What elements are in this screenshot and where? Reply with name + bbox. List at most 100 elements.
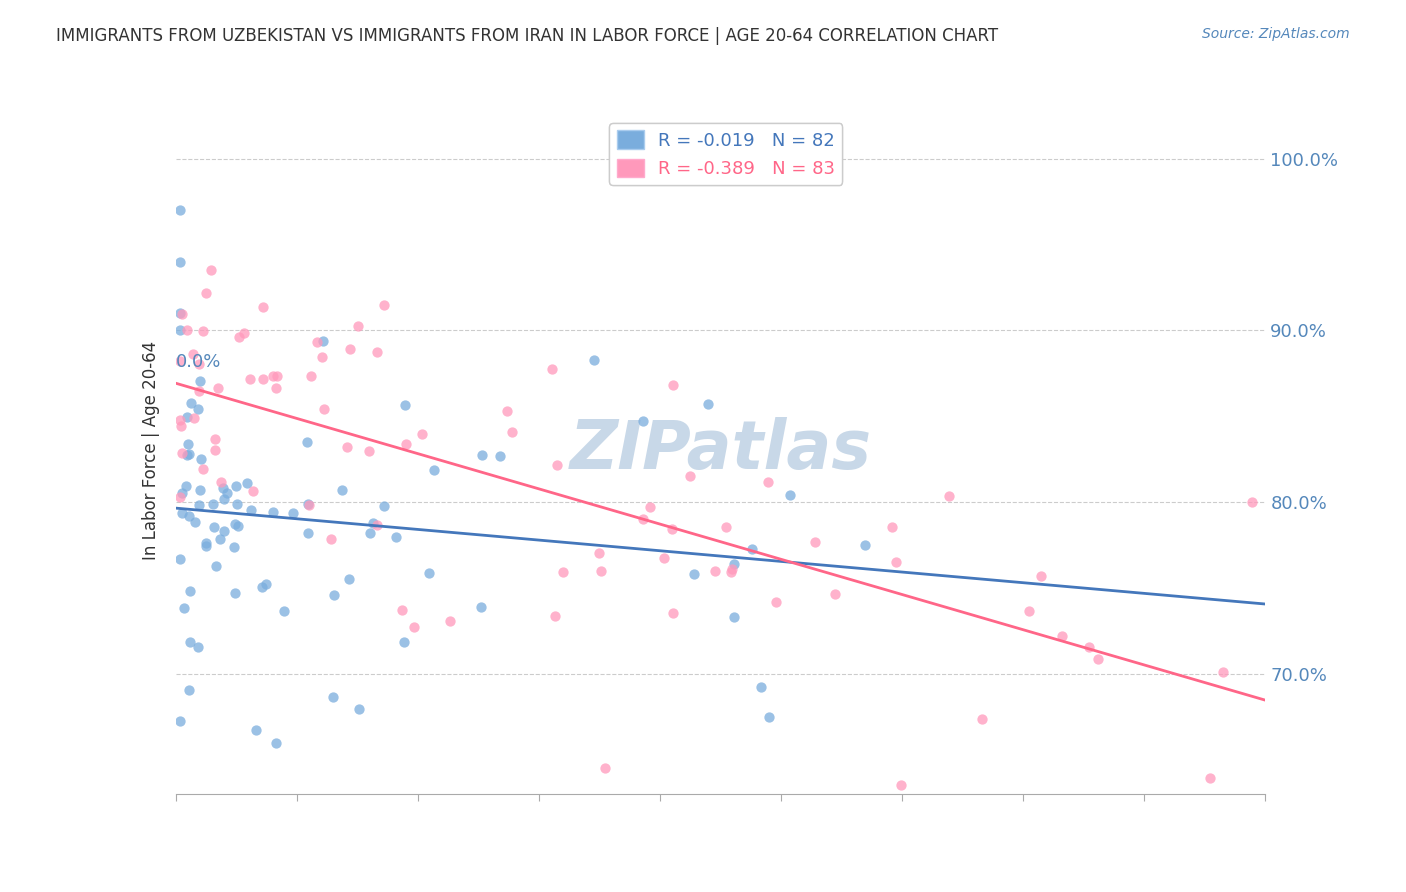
Point (169, 353, 191, 368)
Point (266, 735, 288, 749)
Point (187, 640, 209, 654)
Point (322, 588, 344, 602)
Point (193, 324, 215, 338)
Point (212, 481, 235, 495)
Point (765, 595, 787, 609)
Point (188, 483, 211, 498)
Point (187, 384, 209, 398)
Point (179, 634, 201, 648)
Point (172, 485, 194, 500)
Point (177, 447, 200, 461)
Point (391, 602, 413, 616)
Point (804, 535, 827, 549)
Point (880, 520, 903, 534)
Point (170, 445, 193, 459)
Point (633, 414, 655, 428)
Point (176, 410, 198, 425)
Point (169, 551, 191, 566)
Point (551, 566, 574, 580)
Point (385, 531, 408, 545)
Text: ZIPatlas: ZIPatlas (569, 417, 872, 483)
Point (749, 680, 772, 694)
Point (179, 583, 201, 598)
Point (298, 498, 321, 512)
Point (853, 538, 876, 552)
Point (638, 500, 661, 514)
Point (970, 712, 993, 726)
Point (180, 396, 202, 410)
Point (201, 497, 224, 511)
Text: 0.0%: 0.0% (176, 352, 221, 371)
Point (169, 714, 191, 728)
Point (245, 723, 267, 737)
Point (588, 546, 610, 560)
Point (346, 319, 368, 334)
Point (332, 483, 354, 497)
Point (662, 378, 685, 392)
Point (169, 202, 191, 217)
Point (173, 600, 195, 615)
Point (176, 448, 198, 462)
Point (1077, 640, 1099, 654)
Point (654, 550, 676, 565)
Point (169, 254, 191, 268)
Point (704, 564, 727, 578)
Point (312, 334, 335, 349)
Point (217, 486, 239, 500)
Point (242, 483, 264, 498)
Point (312, 401, 335, 416)
Point (207, 381, 229, 395)
Point (214, 524, 236, 538)
Point (758, 710, 780, 724)
Point (262, 505, 284, 519)
Point (540, 362, 562, 376)
Point (404, 620, 426, 634)
Point (373, 298, 395, 312)
Point (758, 475, 780, 490)
Y-axis label: In Labor Force | Age 20-64: In Labor Force | Age 20-64 (142, 341, 160, 560)
Point (489, 449, 512, 463)
Point (501, 425, 523, 439)
Point (824, 587, 846, 601)
Point (411, 427, 433, 442)
Point (204, 432, 226, 446)
Point (886, 555, 908, 569)
Point (225, 479, 247, 493)
Point (200, 263, 222, 277)
Point (177, 683, 200, 698)
Point (240, 503, 263, 517)
Point (357, 443, 380, 458)
Text: IMMIGRANTS FROM UZBEKISTAN VS IMMIGRANTS FROM IRAN IN LABOR FORCE | AGE 20-64 CO: IMMIGRANTS FROM UZBEKISTAN VS IMMIGRANTS… (56, 27, 998, 45)
Point (181, 347, 204, 361)
Point (252, 372, 274, 386)
Point (938, 489, 960, 503)
Point (204, 442, 226, 457)
Point (297, 434, 319, 449)
Point (546, 458, 568, 472)
Point (392, 635, 415, 649)
Point (170, 506, 193, 520)
Point (741, 542, 763, 557)
Point (169, 323, 191, 337)
Point (297, 497, 319, 511)
Point (184, 515, 207, 529)
Point (366, 518, 388, 533)
Point (544, 609, 567, 624)
Point (890, 778, 912, 792)
Point (373, 499, 395, 513)
Point (1018, 604, 1040, 618)
Point (236, 475, 259, 490)
Point (322, 690, 344, 704)
Point (170, 419, 193, 434)
Point (188, 374, 211, 388)
Point (169, 491, 191, 505)
Point (195, 536, 218, 550)
Point (172, 307, 194, 321)
Point (177, 437, 200, 451)
Point (470, 599, 492, 614)
Point (683, 566, 706, 581)
Point (720, 566, 742, 580)
Point (305, 335, 328, 350)
Point (679, 469, 702, 483)
Point (1087, 651, 1109, 665)
